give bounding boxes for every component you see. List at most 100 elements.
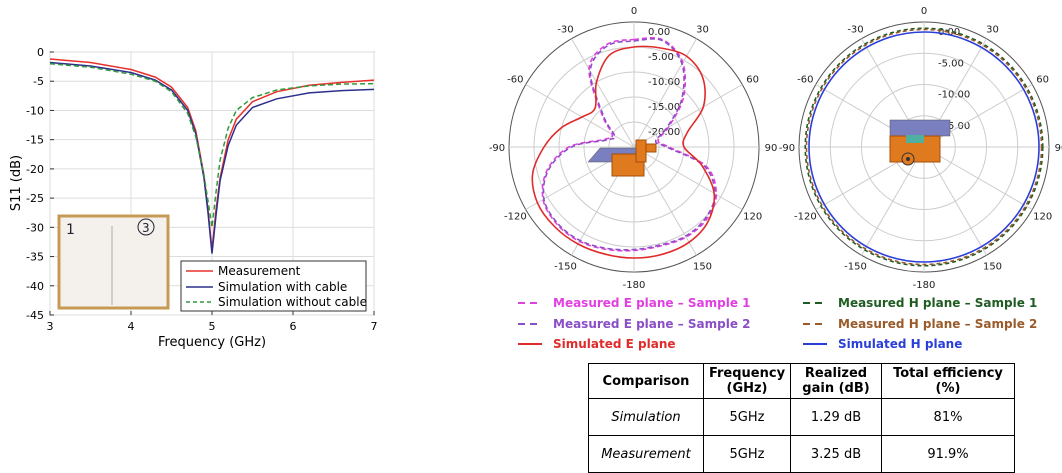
e-plane-angle-label: -90 — [489, 143, 505, 154]
legend-label-meas-h1: Measured H plane – Sample 1 — [838, 296, 1037, 310]
h-plane-legend: Measured H plane – Sample 1 Measured H p… — [803, 296, 1037, 351]
h-plane-angle-label: -30 — [847, 24, 863, 35]
e-plane-spoke — [633, 38, 697, 148]
h-plane-angle-label: 0 — [921, 6, 927, 17]
y-tick-label: -40 — [26, 280, 44, 293]
e-plane-angle-label: 90 — [765, 143, 778, 154]
h-plane-spoke — [923, 84, 1033, 148]
y-tick-label: -5 — [33, 75, 44, 88]
y-tick-label: -30 — [26, 221, 44, 234]
s11-series-line — [49, 61, 375, 254]
s11-series-line — [49, 62, 375, 228]
comparison-table: Comparison Frequency (GHz) Realized gain (… — [588, 363, 1015, 473]
table-header-gain: Realized gain (dB) — [790, 363, 882, 399]
y-tick-label: -45 — [26, 309, 44, 322]
h-plane-angle-label: 90 — [1055, 143, 1062, 154]
x-tick-label: 6 — [290, 320, 297, 333]
h-plane-r-label: -15.00 — [938, 121, 970, 132]
e-plane-r-label: -20.00 — [648, 127, 680, 138]
table-header-comparison: Comparison — [588, 363, 704, 399]
table-cell: 3.25 dB — [790, 435, 882, 473]
h-plane-spoke — [923, 146, 1033, 210]
h-plane-angle-label: 30 — [986, 24, 999, 35]
s11-inset-photo: 1 3 — [57, 214, 170, 310]
polar-e-plane-chart: 0.00 -5.00 -10.00 -15.00 -20.00 0 30 60 90 120 150… — [489, 6, 778, 291]
e-plane-angle-label: 60 — [746, 75, 759, 86]
e-plane-r-label: -15.00 — [648, 102, 680, 113]
e-plane-series-curve — [542, 38, 716, 251]
table-row: Measurement 5GHz 3.25 dB 91.9% — [588, 435, 1015, 473]
h-plane-series-curve — [808, 31, 1040, 263]
e-plane-series-curve — [531, 45, 716, 259]
h-plane-spoke — [861, 146, 925, 256]
table-header-frequency: Frequency (GHz) — [703, 363, 791, 399]
h-plane-angle-label: -120 — [794, 212, 817, 223]
h-plane-angle-label: -150 — [844, 262, 867, 273]
e-plane-spoke — [525, 84, 635, 148]
e-plane-angle-label: -60 — [507, 75, 523, 86]
e-plane-angle-label: -150 — [554, 262, 577, 273]
legend-label-sim-e: Simulated E plane — [553, 337, 676, 351]
e-plane-angle-label: -180 — [623, 280, 646, 291]
table-cell: Measurement — [588, 435, 704, 473]
table-cell: 1.29 dB — [790, 398, 882, 436]
s11-series-lines — [49, 58, 375, 254]
x-tick-label: 3 — [47, 320, 54, 333]
s11-legend: Measurement Simulation with cable Simula… — [180, 260, 367, 312]
h-plane-angle-label: -60 — [797, 75, 813, 86]
e-plane-series-curve — [541, 36, 718, 252]
e-plane-angle-label: 0 — [631, 6, 637, 17]
e-plane-r-label: 0.00 — [648, 27, 670, 38]
e-plane-spoke — [633, 146, 743, 210]
e-plane-angle-label: 120 — [743, 212, 762, 223]
table-cell: Simulation — [588, 398, 704, 436]
table-header-efficiency: Total efficiency (%) — [881, 363, 1015, 399]
inset-label-1: 1 — [66, 222, 75, 238]
e-plane-legend: Measured E plane – Sample 1 Measured E p… — [518, 296, 751, 351]
s11-ticks: 0-5-10-15-20-25-30-35-40-453 4 5 6 7 — [26, 46, 377, 333]
e-plane-angle-label: 150 — [693, 262, 712, 273]
table-cell: 81% — [881, 398, 1015, 436]
h-plane-angle-label: 120 — [1033, 212, 1052, 223]
e-plane-antenna-model — [587, 139, 657, 177]
table-header-row: Comparison Frequency (GHz) Realized gain (… — [588, 363, 1015, 399]
legend-label-meas-e2: Measured E plane – Sample 2 — [553, 317, 751, 331]
e-plane-r-label: -5.00 — [648, 52, 674, 63]
h-plane-angle-label: 60 — [1036, 75, 1049, 86]
table-row: Simulation 5GHz 1.29 dB 81% — [588, 398, 1015, 436]
h-plane-angle-label: -180 — [913, 280, 936, 291]
table-cell: 91.9% — [881, 435, 1015, 473]
e-plane-r-label: -10.00 — [648, 77, 680, 88]
h-plane-r-label: -5.00 — [938, 58, 964, 69]
s11-y-axis-label: S11 (dB) — [9, 155, 24, 211]
legend-label-sim-cable: Simulation with cable — [218, 280, 347, 294]
legend-label-meas-e1: Measured E plane – Sample 1 — [553, 296, 751, 310]
table-cell: 5GHz — [703, 435, 791, 473]
table-cell: 5GHz — [703, 398, 791, 436]
e-plane-spoke — [571, 38, 635, 148]
h-plane-r-label: 0.00 — [938, 27, 960, 38]
legend-label-sim-h: Simulated H plane — [838, 337, 962, 351]
y-tick-label: -25 — [26, 192, 44, 205]
h-plane-antenna-model — [889, 119, 951, 166]
polar-h-plane-chart: 0.00-5.00-10.00-15.000306090120150-180-1… — [779, 6, 1062, 291]
y-tick-label: 0 — [37, 46, 44, 59]
h-plane-angle-label: 150 — [983, 262, 1002, 273]
e-plane-spoke — [633, 84, 743, 148]
y-tick-label: -20 — [26, 163, 44, 176]
e-plane-angle-label: 30 — [696, 24, 709, 35]
legend-label-meas-h2: Measured H plane – Sample 2 — [838, 317, 1037, 331]
legend-label-measurement: Measurement — [218, 264, 301, 278]
s11-x-axis-label: Frequency (GHz) — [158, 335, 266, 350]
x-tick-label: 4 — [128, 320, 135, 333]
x-tick-label: 5 — [209, 320, 216, 333]
y-tick-label: -35 — [26, 251, 44, 264]
h-plane-series-curve — [804, 27, 1044, 267]
x-tick-label: 7 — [371, 320, 378, 333]
s11-chart: 0-5-10-15-20-25-30-35-40-453 4 5 6 7 1 3 Mea… — [9, 46, 378, 350]
inset-label-3: 3 — [142, 221, 150, 235]
e-plane-angle-label: -120 — [504, 212, 527, 223]
e-plane-angle-label: -30 — [557, 24, 573, 35]
y-tick-label: -10 — [26, 104, 44, 117]
